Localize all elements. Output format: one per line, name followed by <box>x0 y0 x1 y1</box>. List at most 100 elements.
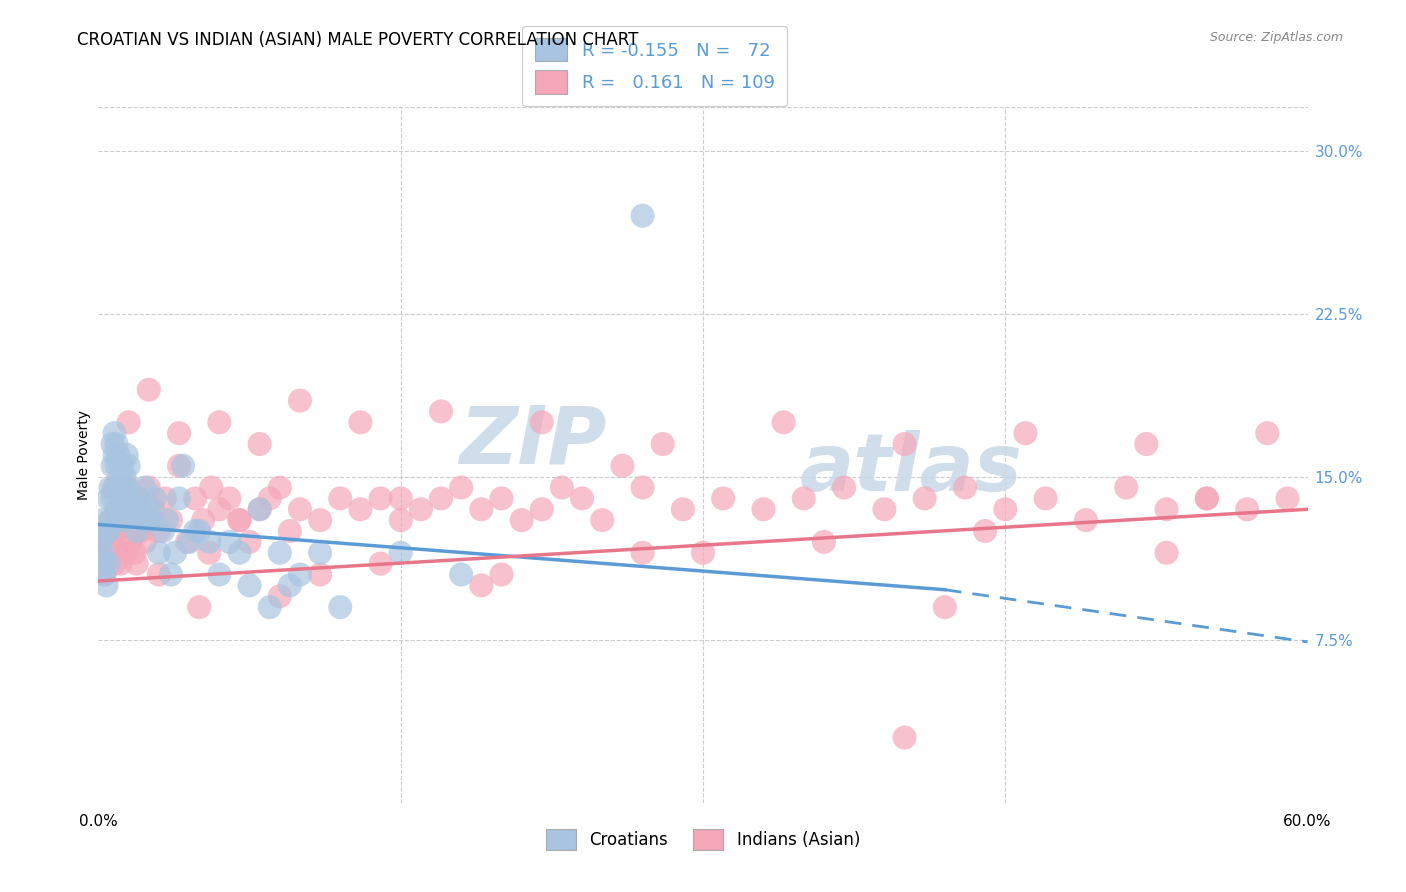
Point <box>103 481 125 495</box>
Point <box>530 502 553 516</box>
Point <box>269 589 291 603</box>
Point <box>115 546 138 560</box>
Point <box>188 524 211 538</box>
Point <box>91 557 114 571</box>
Point <box>228 513 250 527</box>
Point <box>309 567 332 582</box>
Point <box>551 481 574 495</box>
Legend: Croatians, Indians (Asian): Croatians, Indians (Asian) <box>540 822 866 857</box>
Text: CROATIAN VS INDIAN (ASIAN) MALE POVERTY CORRELATION CHART: CROATIAN VS INDIAN (ASIAN) MALE POVERTY … <box>77 31 638 49</box>
Point <box>138 481 160 495</box>
Point <box>103 448 125 462</box>
Point <box>1156 502 1178 516</box>
Point <box>121 502 143 516</box>
Point <box>105 524 128 538</box>
Point <box>93 557 115 571</box>
Point <box>148 567 170 582</box>
Point <box>692 546 714 560</box>
Point <box>1135 437 1157 451</box>
Point <box>450 567 472 582</box>
Point <box>470 502 492 516</box>
Point <box>111 458 134 473</box>
Point <box>89 534 111 549</box>
Point <box>309 546 332 560</box>
Point <box>96 524 118 538</box>
Point <box>163 546 186 560</box>
Point <box>103 557 125 571</box>
Point <box>107 513 129 527</box>
Point <box>288 502 311 516</box>
Point <box>370 557 392 571</box>
Point <box>96 524 118 538</box>
Point <box>142 513 165 527</box>
Point <box>259 491 281 506</box>
Point <box>118 491 141 506</box>
Point <box>389 546 412 560</box>
Point <box>239 578 262 592</box>
Point <box>148 524 170 538</box>
Point <box>100 513 122 527</box>
Point <box>813 534 835 549</box>
Point <box>89 534 111 549</box>
Point <box>409 502 432 516</box>
Point <box>100 513 122 527</box>
Point <box>91 513 114 527</box>
Point <box>288 567 311 582</box>
Point <box>349 502 371 516</box>
Point <box>1256 426 1278 441</box>
Point <box>198 534 221 549</box>
Point <box>1156 546 1178 560</box>
Point <box>124 502 146 516</box>
Point <box>1074 513 1097 527</box>
Point <box>198 546 221 560</box>
Point <box>101 491 124 506</box>
Point <box>309 513 332 527</box>
Point <box>974 524 997 538</box>
Point <box>893 437 915 451</box>
Point <box>188 600 211 615</box>
Point <box>218 534 240 549</box>
Point <box>430 491 453 506</box>
Point <box>1195 491 1218 506</box>
Point <box>176 534 198 549</box>
Point <box>143 491 166 506</box>
Point <box>107 502 129 516</box>
Point <box>107 481 129 495</box>
Point <box>631 209 654 223</box>
Point <box>349 415 371 429</box>
Point <box>93 567 115 582</box>
Point <box>184 524 207 538</box>
Point <box>370 491 392 506</box>
Point <box>1277 491 1299 506</box>
Point <box>128 491 150 506</box>
Point <box>110 557 132 571</box>
Point <box>118 415 141 429</box>
Point <box>752 502 775 516</box>
Point <box>93 567 115 582</box>
Point <box>249 502 271 516</box>
Point <box>184 491 207 506</box>
Point <box>101 437 124 451</box>
Point <box>132 513 155 527</box>
Point <box>510 513 533 527</box>
Point <box>110 458 132 473</box>
Point <box>114 534 136 549</box>
Point <box>167 458 190 473</box>
Point <box>179 534 201 549</box>
Point <box>631 546 654 560</box>
Point <box>218 491 240 506</box>
Point <box>934 600 956 615</box>
Point <box>329 600 352 615</box>
Point <box>110 491 132 506</box>
Point <box>172 458 194 473</box>
Point <box>239 534 262 549</box>
Point <box>530 415 553 429</box>
Point <box>228 513 250 527</box>
Point <box>125 557 148 571</box>
Point <box>249 437 271 451</box>
Point <box>114 502 136 516</box>
Point <box>793 491 815 506</box>
Point <box>1115 481 1137 495</box>
Point <box>118 481 141 495</box>
Point <box>571 491 593 506</box>
